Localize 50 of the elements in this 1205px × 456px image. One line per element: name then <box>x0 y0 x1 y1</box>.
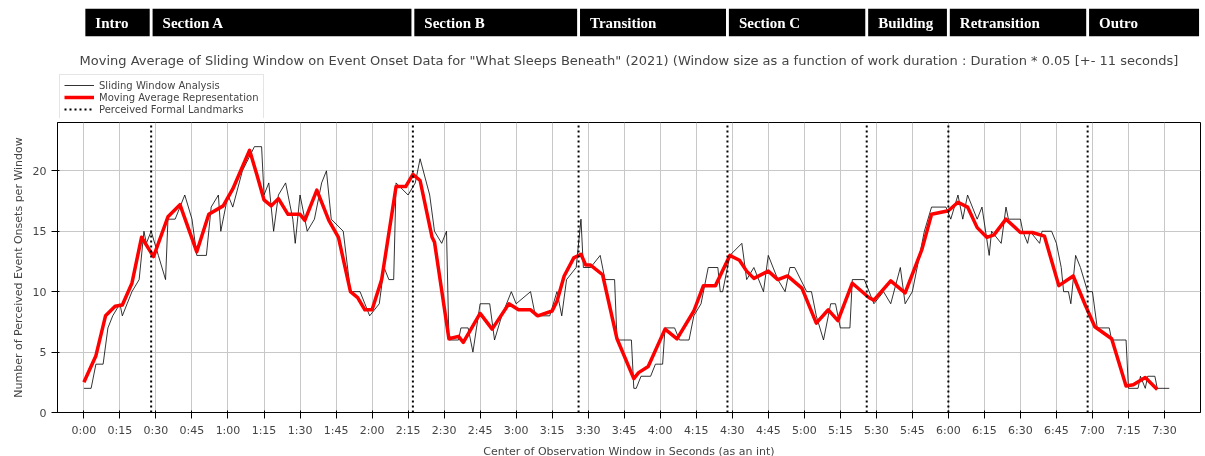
x-tick-label: 6:00 <box>936 423 961 437</box>
x-tick-label: 5:30 <box>863 423 889 437</box>
x-tick-label: 5:15 <box>827 423 853 437</box>
x-tick-label: 5:45 <box>900 423 925 437</box>
y-axis-title: Number of Perceived Event Onsets per Window <box>11 137 25 398</box>
x-tick-label: 4:00 <box>647 423 673 437</box>
x-tick-label: 4:45 <box>755 423 781 437</box>
text: Retransition <box>959 14 1041 31</box>
text: Section C <box>738 14 801 31</box>
x-tick-label: 3:30 <box>575 423 601 437</box>
x-tick-label: 3:45 <box>611 423 637 437</box>
x-tick-label: 1:15 <box>251 423 277 437</box>
x-tick-label: 5:00 <box>791 423 817 437</box>
text: Section A <box>162 14 224 31</box>
x-tick-label: 2:30 <box>431 423 457 437</box>
x-tick-label: 4:30 <box>719 423 745 437</box>
x-tick-label: 1:30 <box>287 423 313 437</box>
x-tick-label: 7:00 <box>1080 423 1105 437</box>
x-tick-label: 6:45 <box>1044 423 1069 437</box>
chart-title: Moving Average of Sliding Window on Event Onset Data for "What Sleeps Beneath" (2021) (Window size as a function of work duration : Duration * 0.05 [+- 11 seconds] <box>79 52 1179 68</box>
text: Building <box>878 14 934 31</box>
legend-label: Sliding Window Analysis <box>99 79 220 91</box>
x-tick-label: 3:00 <box>503 423 529 437</box>
x-tick-label: 2:45 <box>467 423 493 437</box>
y-tick-label: 20 <box>32 164 47 178</box>
x-tick-label: 1:00 <box>215 423 241 437</box>
y-tick-label: 10 <box>32 285 47 299</box>
y-tick-label: 0 <box>39 406 47 420</box>
x-tick-label: 7:30 <box>1152 423 1177 437</box>
x-axis-title: Center of Observation Window in Seconds (as an int) <box>483 444 775 456</box>
x-tick-label: 7:15 <box>1116 423 1141 437</box>
y-tick-label: 15 <box>32 225 47 239</box>
text: Intro <box>95 14 129 31</box>
legend-label: Perceived Formal Landmarks <box>99 103 244 115</box>
text: Transition <box>590 14 658 31</box>
x-tick-label: 6:15 <box>972 423 997 437</box>
x-tick-label: 4:15 <box>683 423 709 437</box>
x-tick-label: 0:45 <box>179 423 205 437</box>
x-tick-label: 0:00 <box>71 423 97 437</box>
x-tick-label: 3:15 <box>539 423 565 437</box>
x-tick-label: 6:30 <box>1008 423 1033 437</box>
text: Outro <box>1099 14 1138 31</box>
y-tick-label: 5 <box>39 346 47 360</box>
x-tick-label: 0:30 <box>143 423 169 437</box>
x-tick-label: 2:15 <box>395 423 421 437</box>
legend-label: Moving Average Representation <box>99 91 259 103</box>
x-tick-label: 0:15 <box>107 423 133 437</box>
x-tick-label: 2:00 <box>359 423 385 437</box>
text: Section B <box>424 14 485 31</box>
x-tick-label: 1:45 <box>323 423 349 437</box>
